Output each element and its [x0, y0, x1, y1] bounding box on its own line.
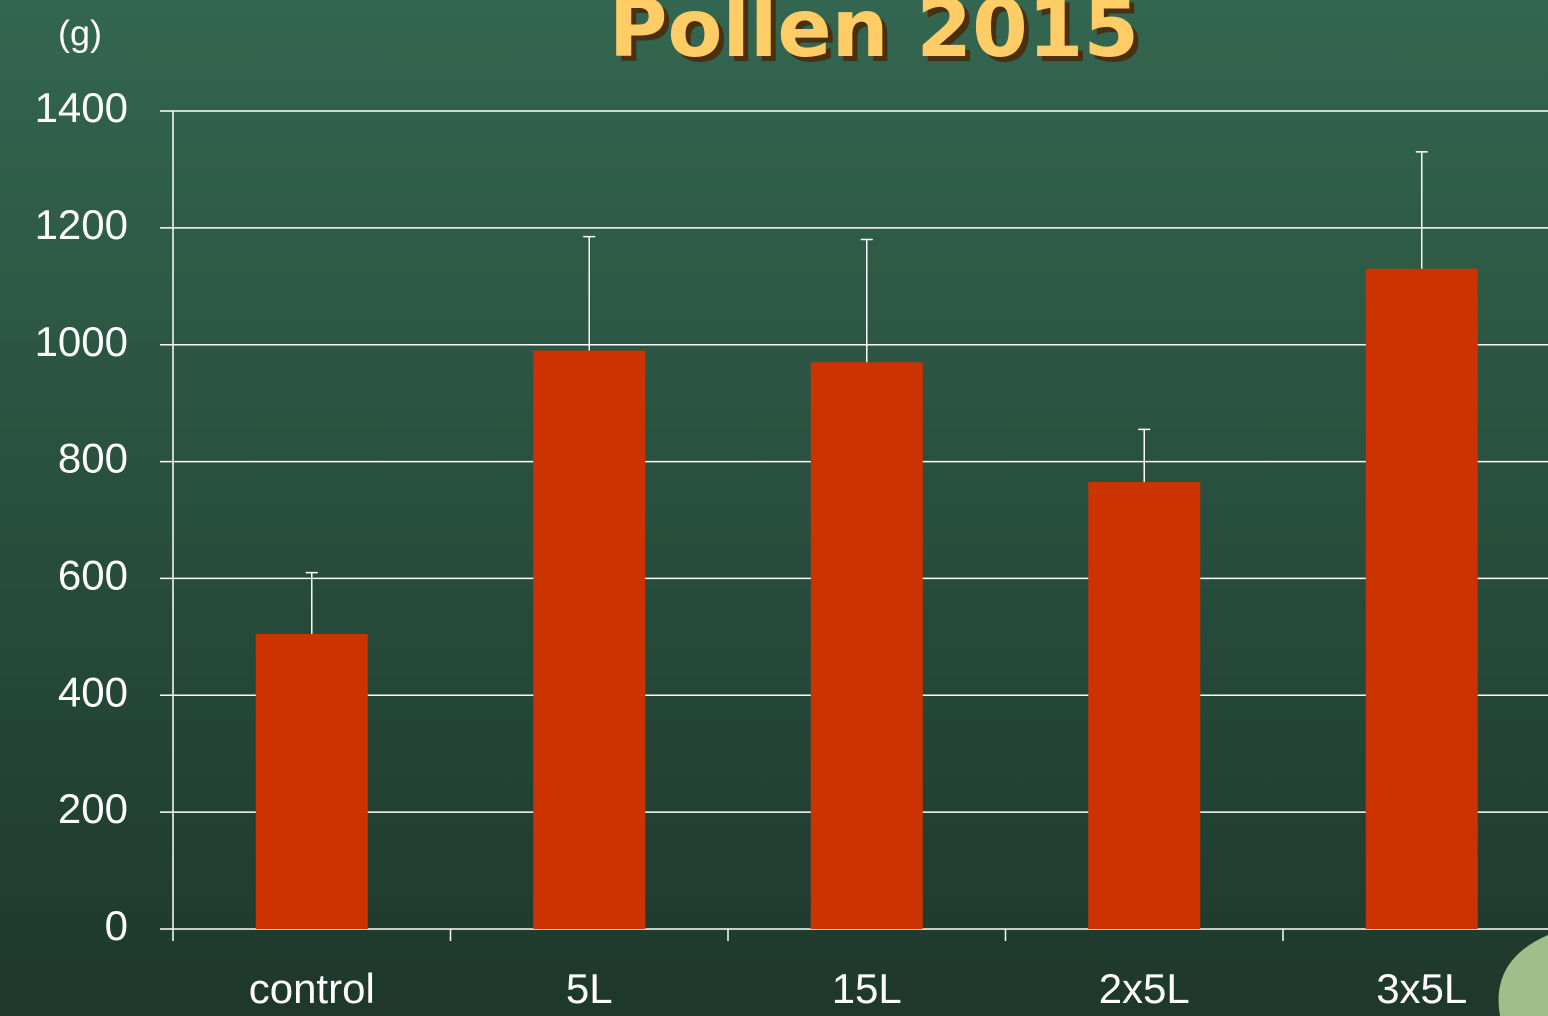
bar: [533, 350, 646, 929]
error-bar: [583, 235, 596, 351]
x-tick-label: control: [249, 965, 375, 1012]
x-tick-label: 5L: [566, 965, 613, 1012]
y-tick-label: 1200: [35, 201, 128, 248]
x-tick-label: 2x5L: [1099, 965, 1190, 1012]
x-tick-label: 3x5L: [1376, 965, 1467, 1012]
error-bar: [305, 571, 318, 634]
bar: [810, 362, 923, 929]
plant-decoration: [1498, 935, 1548, 1016]
y-tick-label: 400: [58, 668, 128, 715]
y-tick-label: 200: [58, 785, 128, 832]
x-tick-label: 15L: [832, 965, 902, 1012]
y-tick-label: 1400: [35, 84, 128, 131]
bar: [1365, 268, 1478, 929]
error-bar: [860, 238, 873, 363]
y-tick-label: 600: [58, 552, 128, 599]
title-shadow: Pollen 2015: [614, 0, 1144, 80]
y-tick-label: 800: [58, 435, 128, 482]
error-bar: [1415, 151, 1428, 269]
y-tick-label: 1000: [35, 318, 128, 365]
y-tick-label: 0: [105, 902, 128, 949]
error-bar: [1138, 428, 1151, 483]
bar: [255, 633, 368, 929]
y-axis-label: (g): [58, 13, 102, 54]
bar: [1088, 482, 1201, 929]
chart-title: Pollen 2015: [609, 0, 1139, 75]
